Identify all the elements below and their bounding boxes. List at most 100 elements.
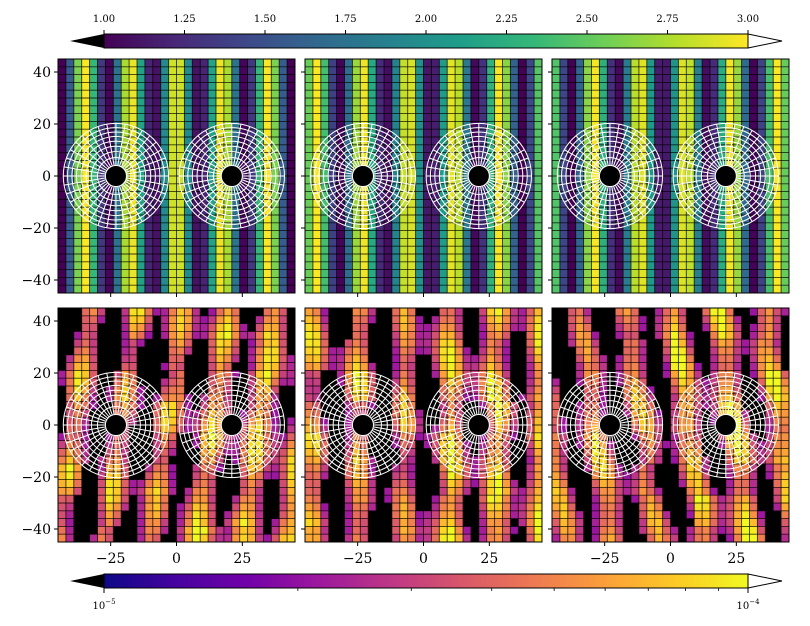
field-cell: [247, 238, 256, 247]
field-cell: [65, 378, 75, 387]
field-cell: [384, 277, 393, 286]
field-cell: [336, 183, 345, 192]
field-cell: [287, 152, 295, 161]
cylinder-spoke: [591, 185, 607, 226]
field-cell: [407, 339, 416, 348]
field-cell: [757, 66, 766, 75]
field-cell: [113, 144, 122, 153]
field-cell: [384, 98, 393, 107]
field-cell: [439, 495, 448, 504]
field-cell: [152, 144, 161, 153]
field-cell: [97, 269, 106, 278]
cylinder-spoke: [238, 183, 267, 217]
field-cell: [200, 534, 209, 542]
field-cell: [607, 510, 616, 519]
field-cell: [89, 277, 98, 286]
field-cell: [312, 417, 322, 426]
cylinder-spoke: [117, 186, 126, 228]
field-cell: [336, 285, 345, 293]
field-cell: [81, 386, 90, 395]
field-cell: [287, 261, 295, 270]
field-cell: [144, 82, 154, 91]
field-cell: [455, 176, 464, 185]
field-cell: [97, 479, 106, 488]
field-cell: [623, 160, 632, 169]
field-cell: [431, 191, 440, 200]
field-cell: [129, 121, 138, 130]
field-cell: [137, 105, 146, 114]
field-cell: [749, 168, 758, 177]
field-cell: [455, 440, 464, 449]
field-cell: [368, 401, 377, 410]
field-cell: [478, 254, 487, 263]
cylinder-spoke: [75, 182, 109, 211]
field-cell: [646, 82, 655, 91]
field-cell: [58, 432, 67, 441]
field-cell: [247, 362, 256, 371]
field-cell: [510, 417, 519, 426]
field-cell: [200, 215, 209, 224]
field-cell: [152, 137, 161, 146]
cylinder-spoke: [426, 177, 469, 186]
field-cell: [702, 74, 711, 83]
field-cell: [567, 66, 576, 75]
field-cell: [279, 370, 288, 379]
field-cell: [89, 82, 98, 91]
field-cell: [160, 261, 169, 270]
field-cell: [81, 331, 90, 340]
field-cell: [710, 74, 719, 83]
field-cell: [81, 152, 90, 161]
cylinder-spoke: [126, 426, 168, 435]
field-cell: [646, 199, 655, 208]
field-cell: [534, 503, 542, 512]
field-cell: [271, 378, 280, 387]
field-cell: [559, 215, 569, 224]
field-cell: [407, 378, 416, 387]
field-cell: [407, 331, 416, 340]
field-cell: [312, 160, 322, 169]
field-cell: [200, 456, 209, 465]
field-cell: [105, 479, 114, 488]
field-cell: [271, 464, 280, 473]
field-cell: [113, 82, 122, 91]
field-cell: [271, 98, 280, 107]
field-cell: [360, 370, 369, 379]
field-cell: [678, 215, 687, 224]
field-cell: [168, 393, 177, 402]
field-cell: [271, 347, 280, 356]
field-cell: [81, 362, 90, 371]
field-cell: [494, 230, 503, 239]
field-cell: [518, 144, 527, 153]
field-cell: [599, 401, 608, 410]
field-cell: [328, 238, 337, 247]
field-cell: [105, 90, 114, 99]
field-cell: [455, 261, 464, 270]
field-cell: [494, 362, 503, 371]
field-cell: [615, 82, 624, 91]
field-cell: [470, 207, 480, 216]
cylinder-spoke: [676, 157, 717, 173]
field-cell: [526, 479, 535, 488]
cylinder-spoke: [486, 141, 520, 170]
cylinder-spoke: [429, 179, 470, 195]
field-cell: [263, 222, 272, 231]
field-cell: [239, 105, 248, 114]
field-cell: [200, 393, 209, 402]
field-cell: [439, 121, 448, 130]
panel-plot-area: [58, 308, 295, 542]
field-cell: [407, 323, 416, 332]
field-cell: [320, 464, 329, 473]
field-cell: [455, 464, 464, 473]
field-cell: [623, 144, 632, 153]
field-cell: [662, 82, 671, 91]
field-cell: [360, 74, 369, 83]
field-cell: [702, 269, 711, 278]
field-cell: [255, 401, 264, 410]
field-cell: [686, 105, 695, 114]
cylinder-spoke: [179, 166, 222, 175]
field-cell: [328, 160, 337, 169]
cylinder-spoke: [63, 426, 106, 435]
field-cell: [447, 246, 456, 255]
field-cell: [773, 285, 782, 293]
field-cell: [360, 378, 369, 387]
